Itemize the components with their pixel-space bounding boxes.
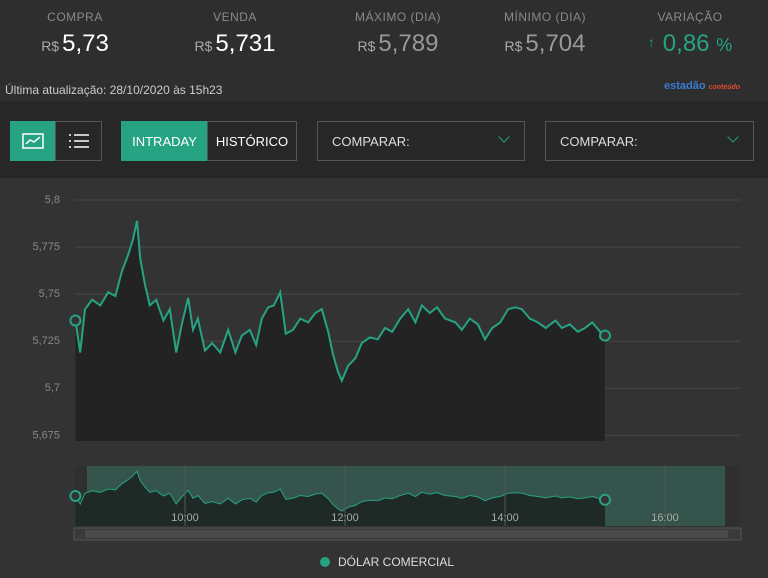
up-arrow-icon: ↑: [647, 34, 655, 50]
logo-sub: conteúdo: [708, 84, 741, 91]
legend-label: DÓLAR COMERCIAL: [338, 554, 454, 569]
list-view-button[interactable]: [55, 121, 102, 161]
last-update: Última atualização: 28/10/2020 às 15h23: [5, 83, 223, 97]
logo-text: estadão: [664, 80, 706, 92]
y-tick-label: 5,7: [45, 382, 60, 394]
stat-label: MÍNIMO (DIA): [504, 10, 586, 24]
stat: MÍNIMO (DIA) R$ 5,704: [470, 10, 620, 58]
x-tick-label: 16:00: [651, 512, 679, 524]
stat-value: R$ 5,73: [0, 30, 150, 58]
stat-value: R$ 5,704: [470, 30, 620, 58]
stat: VENDA R$ 5,731: [160, 10, 310, 58]
chart-view-button[interactable]: [10, 121, 56, 161]
currency: R$: [504, 38, 523, 54]
value: 5,73: [62, 30, 109, 57]
stat-label: VENDA: [213, 10, 257, 24]
legend-marker: [320, 557, 330, 567]
end-marker: [69, 314, 82, 327]
value: 5,704: [525, 30, 586, 57]
stat: VARIAÇÃO ↑ 0,86 %: [615, 10, 765, 58]
area: [75, 220, 605, 441]
x-tick-label: 12:00: [331, 512, 359, 524]
navigator-area: [75, 471, 605, 526]
value: 0,86: [662, 30, 710, 57]
scrollbar-thumb[interactable]: [85, 530, 728, 538]
navigator-handle: [69, 490, 82, 502]
stat-label: VARIAÇÃO: [657, 10, 723, 24]
header: COMPRA R$ 5,73 VENDA R$ 5,731 MÁXIMO (DIA) R$…: [0, 0, 768, 102]
x-tick-label: 14:00: [491, 512, 519, 524]
currency: R$: [41, 38, 60, 54]
x-tick-label: 10:00: [171, 512, 199, 524]
toolbar: INTRADAY HISTÓRICO COMPARAR: COMPARAR:: [0, 102, 768, 178]
navigator-handle: [599, 493, 611, 506]
chart-icon: [22, 133, 44, 149]
stat-label: COMPRA: [47, 10, 103, 24]
currency: R$: [194, 38, 213, 54]
stat-label: MÁXIMO (DIA): [355, 10, 441, 24]
y-tick-label: 5,75: [39, 288, 60, 300]
tab[interactable]: HISTÓRICO: [207, 121, 297, 161]
value: 5,789: [378, 30, 439, 57]
compare-dropdown[interactable]: COMPARAR:: [545, 121, 754, 161]
compare-dropdown[interactable]: COMPARAR:: [317, 121, 525, 161]
y-tick-label: 5,775: [32, 241, 60, 253]
dropdown-label: COMPARAR:: [332, 133, 410, 149]
list-icon: [68, 134, 89, 148]
y-tick-label: 5,725: [32, 335, 60, 347]
currency: R$: [357, 38, 376, 54]
stat-value: ↑ 0,86 %: [615, 30, 765, 58]
navigator-line: [74, 470, 606, 512]
end-marker: [599, 329, 611, 342]
stat-value: R$ 5,731: [160, 30, 310, 58]
dropdown-label: COMPARAR:: [560, 133, 638, 149]
unit: %: [716, 35, 733, 55]
tab[interactable]: INTRADAY: [121, 121, 208, 161]
y-tick-label: 5,8: [45, 194, 60, 206]
line: [74, 220, 606, 384]
y-tick-label: 5,675: [32, 429, 60, 441]
stat: COMPRA R$ 5,73: [0, 10, 150, 58]
logo: estadão conteúdo: [664, 80, 740, 92]
value: 5,731: [215, 30, 276, 57]
stat-value: R$ 5,789: [323, 30, 473, 58]
stat: MÁXIMO (DIA) R$ 5,789: [323, 10, 473, 58]
